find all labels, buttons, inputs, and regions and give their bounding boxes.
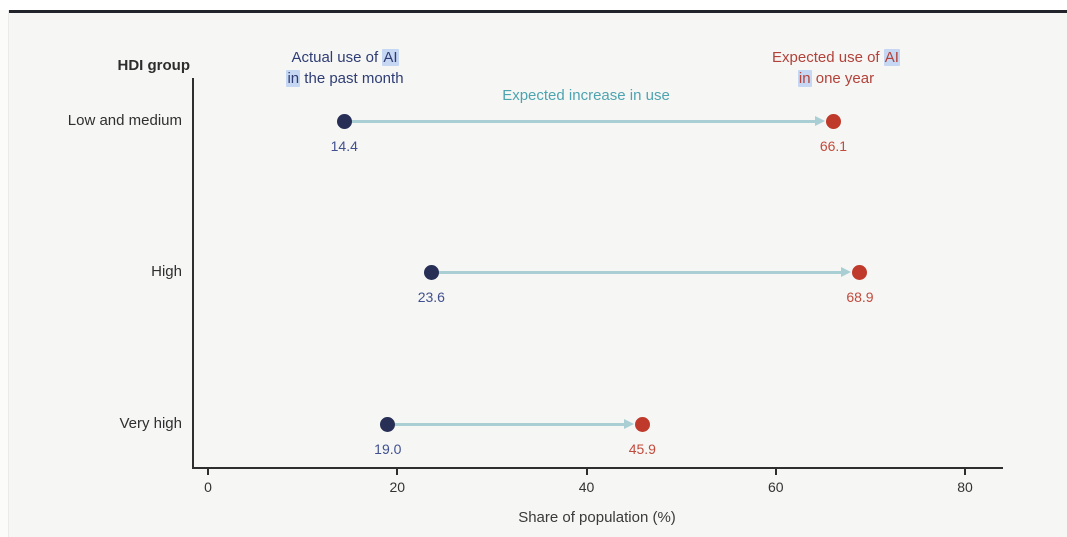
- connector-line: [351, 119, 815, 123]
- actual-value-label: 19.0: [374, 441, 402, 457]
- annotation-text: Expected use of: [772, 49, 884, 66]
- tick-label: 0: [204, 479, 212, 495]
- tick-label: 60: [767, 479, 784, 495]
- annotation-expected-increase: Expected increase in use: [502, 87, 670, 104]
- page-left-edge: [0, 10, 9, 537]
- tick-mark: [207, 469, 209, 475]
- y-axis-header: HDI group: [117, 57, 191, 74]
- top-divider-rule: [8, 10, 1067, 13]
- tick-label: 20: [389, 479, 406, 495]
- tick-label: 40: [578, 479, 595, 495]
- connector-line: [394, 422, 624, 426]
- annotation-text: Actual use of: [291, 49, 383, 66]
- annotation-expected-line2: in one year: [726, 68, 946, 89]
- annotation-expected-use: Expected use of AI in one year: [726, 47, 946, 89]
- expected-dot: [634, 416, 650, 432]
- arrow-head-icon: [841, 266, 852, 277]
- x-axis-line: [192, 467, 1003, 469]
- annotation-actual-line1: Actual use of AI: [235, 47, 455, 68]
- annotation-expected-line1: Expected use of AI: [726, 47, 946, 68]
- expected-value-label: 45.9: [628, 441, 656, 457]
- row-label: Very high: [119, 415, 182, 432]
- connector-line: [438, 270, 842, 274]
- highlighted-word: in: [797, 70, 812, 87]
- top-white-band: [0, 0, 1067, 10]
- tick-mark: [396, 469, 399, 475]
- expected-value-label: 68.9: [846, 289, 874, 305]
- row-label: High: [151, 263, 182, 280]
- highlighted-word: AI: [382, 49, 399, 66]
- arrow-head-icon: [623, 418, 634, 429]
- x-axis-title: Share of population (%): [518, 509, 676, 526]
- tick-label: 80: [957, 479, 973, 495]
- tick-mark: [964, 469, 966, 475]
- row-label: Low and medium: [67, 112, 182, 129]
- arrow-head-icon: [814, 115, 825, 126]
- highlighted-word: AI: [883, 49, 900, 66]
- actual-value-label: 23.6: [417, 289, 445, 305]
- annotation-text: the past month: [300, 70, 404, 87]
- annotation-actual-line2: in the past month: [235, 68, 455, 89]
- actual-value-label: 14.4: [330, 138, 358, 154]
- actual-dot: [423, 264, 439, 280]
- expected-value-label: 66.1: [819, 138, 848, 154]
- annotation-actual-use: Actual use of AI in the past month: [235, 47, 455, 89]
- y-axis-line: [192, 78, 194, 469]
- expected-dot: [852, 264, 868, 280]
- actual-dot: [380, 416, 396, 432]
- annotation-text: one year: [811, 70, 875, 87]
- highlighted-word: in: [286, 70, 301, 87]
- tick-mark: [585, 469, 588, 475]
- expected-dot: [825, 113, 841, 129]
- tick-mark: [774, 469, 777, 475]
- actual-dot: [336, 113, 352, 129]
